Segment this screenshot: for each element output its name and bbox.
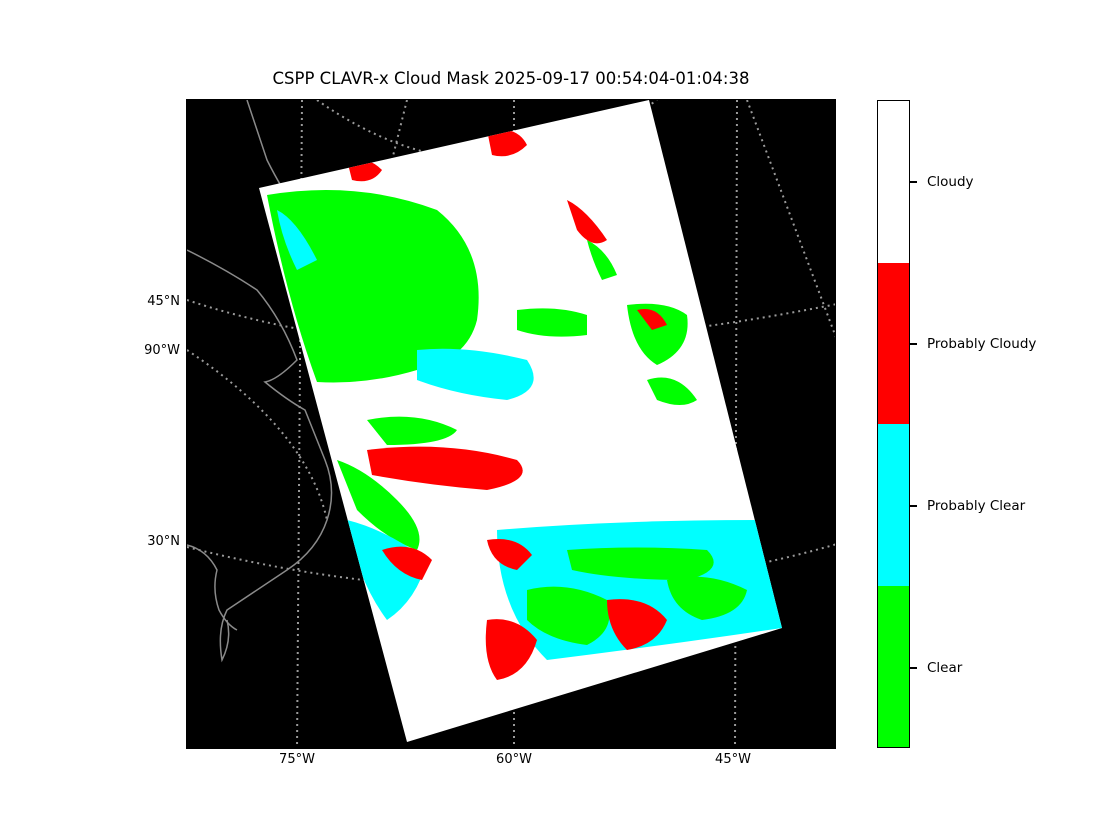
patch-clear-south2 — [527, 586, 610, 645]
colorbar-label-clear: Clear — [927, 660, 963, 676]
colorbar-label-probably-cloudy: Probably Cloudy — [927, 336, 1037, 352]
graticule-lon-extra2 — [746, 100, 835, 338]
lat-label-30n: 30°N — [147, 534, 180, 549]
colorbar — [877, 100, 910, 748]
patch-probably-clear-mid — [417, 348, 534, 400]
colorbar-label-probably-clear: Probably Clear — [927, 498, 1026, 514]
patch-clear-e2 — [647, 377, 697, 405]
colorbar-label-cloudy: Cloudy — [927, 174, 974, 190]
patch-probably-cloudy-center — [367, 446, 523, 490]
patch-probably-cloudy-s3 — [487, 539, 532, 570]
satellite-swath — [259, 100, 782, 742]
graticule-lon-90w — [187, 349, 328, 521]
map-title: CSPP CLAVR-x Cloud Mask 2025-09-17 00:54… — [272, 69, 750, 88]
patch-probably-cloudy-2 — [487, 129, 527, 157]
lon-label-60w: 60°W — [496, 752, 532, 767]
coast-florida — [187, 544, 238, 631]
patch-clear-ne — [587, 240, 617, 280]
patch-probably-cloudy-3 — [567, 200, 607, 244]
lat-label-90w: 90°W — [144, 343, 180, 358]
patch-probably-clear-sw — [347, 520, 427, 620]
colorbar-tick-probably-clear — [910, 505, 917, 507]
colorbar-tick-cloudy — [910, 181, 917, 183]
patch-clear-mid — [517, 308, 587, 337]
patch-probably-cloudy-e — [637, 309, 667, 330]
colorbar-tick-clear — [910, 667, 917, 669]
colorbar-segment-cloudy — [878, 101, 909, 263]
map-canvas — [187, 100, 835, 748]
patch-clear-mid2 — [367, 416, 457, 445]
lat-label-45n: 45°N — [147, 294, 180, 309]
cloud-mask-map — [186, 99, 836, 749]
patch-clear-sw — [337, 460, 420, 550]
colorbar-segment-probably-clear — [878, 424, 909, 586]
colorbar-tick-probably-cloudy — [910, 343, 917, 345]
patch-probably-cloudy-sw — [382, 546, 432, 580]
patch-clear-south — [567, 547, 714, 580]
patch-clear-east — [627, 303, 688, 365]
patch-clear-south3 — [667, 576, 747, 620]
lon-label-75w: 75°W — [279, 752, 315, 767]
region-clear-nw — [267, 190, 479, 383]
lon-label-45w: 45°W — [715, 752, 751, 767]
patch-probably-cloudy-south — [607, 599, 667, 650]
colorbar-segment-probably-cloudy — [878, 262, 909, 424]
patch-probably-cloudy-south2 — [485, 619, 537, 680]
colorbar-segment-clear — [878, 585, 909, 747]
region-probably-clear-nw — [277, 210, 317, 270]
